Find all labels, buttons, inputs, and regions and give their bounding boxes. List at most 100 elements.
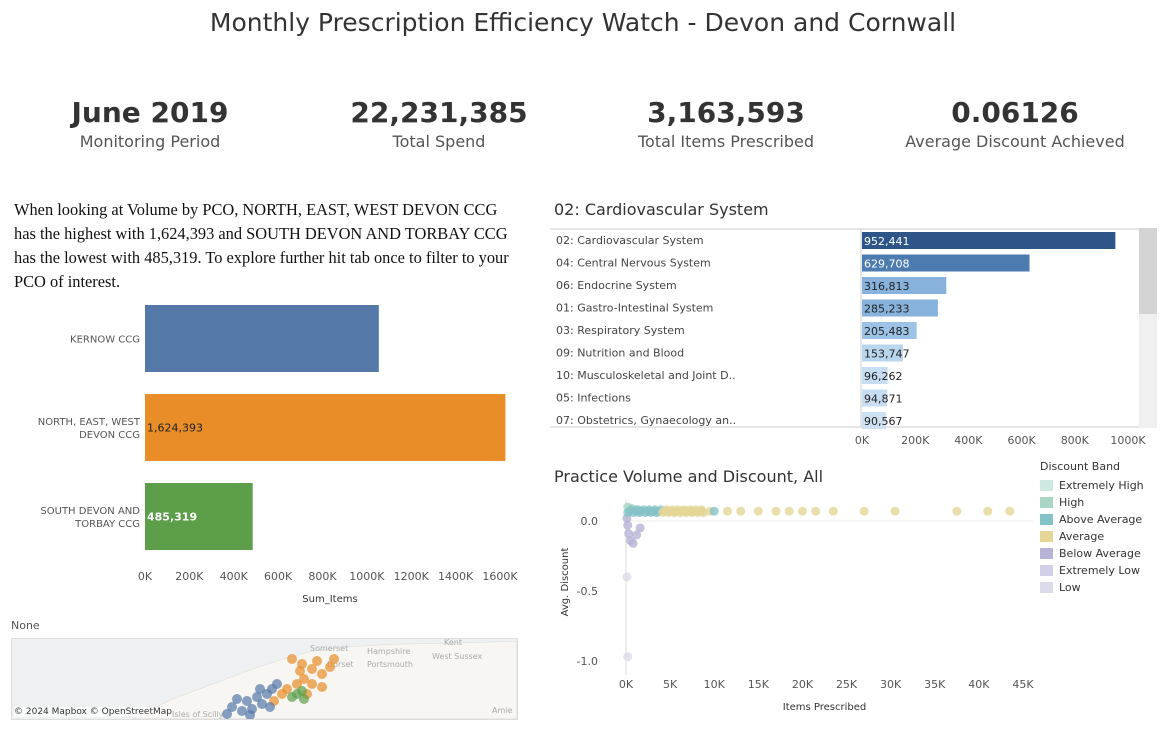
- bnf-bar[interactable]: [862, 412, 887, 429]
- legend-items: Extremely High High Above Average Average Be…: [1040, 477, 1158, 596]
- scatter-point[interactable]: [623, 520, 633, 530]
- legend-item[interactable]: Below Average: [1040, 545, 1158, 562]
- bnf-bar[interactable]: [862, 322, 917, 339]
- map-practice-point[interactable]: [317, 669, 327, 679]
- map-practice-point[interactable]: [299, 674, 309, 684]
- pco-x-tick: 400K: [220, 570, 249, 583]
- scatter-point[interactable]: [736, 506, 746, 516]
- pco-x-tick: 600K: [264, 570, 293, 583]
- map-practice-point[interactable]: [307, 679, 317, 689]
- bnf-chapter-chart[interactable]: 02: Cardiovascular System 952,441 04: Cent…: [550, 228, 1160, 453]
- legend-item[interactable]: Above Average: [1040, 511, 1158, 528]
- map-practice-point[interactable]: [277, 689, 287, 699]
- legend-label: Above Average: [1059, 513, 1143, 526]
- scatter-point[interactable]: [983, 506, 993, 516]
- region-map[interactable]: Somerset Hampshire Dorset Portsmouth West Su…: [11, 638, 518, 720]
- legend-label: High: [1059, 496, 1085, 509]
- kpi-value: 0.06126: [951, 96, 1079, 129]
- kpi-monitoring-period: June 2019 Monitoring Period: [25, 96, 275, 154]
- map-practice-point[interactable]: [242, 696, 252, 706]
- scatter-point[interactable]: [771, 506, 781, 516]
- legend-item[interactable]: Low: [1040, 579, 1158, 596]
- map-practice-point[interactable]: [297, 686, 307, 696]
- scatter-point[interactable]: [628, 538, 638, 548]
- map-practice-point[interactable]: [227, 702, 237, 712]
- legend-item[interactable]: Average: [1040, 528, 1158, 545]
- bnf-bar[interactable]: [862, 389, 888, 407]
- scatter-point[interactable]: [797, 506, 807, 516]
- map-place-label: Isles of Scilly: [172, 710, 224, 719]
- legend-swatch: [1040, 565, 1053, 576]
- scatter-point[interactable]: [952, 506, 962, 516]
- map-practice-point[interactable]: [265, 702, 275, 712]
- map-practice-point[interactable]: [222, 709, 232, 719]
- map-practice-point[interactable]: [295, 666, 305, 676]
- scatter-x-tick: 10K: [704, 678, 726, 691]
- scatter-point[interactable]: [753, 506, 763, 516]
- map-practice-point[interactable]: [325, 662, 335, 672]
- map-canvas[interactable]: Somerset Hampshire Dorset Portsmouth West Su…: [12, 639, 517, 719]
- map-practice-point[interactable]: [245, 710, 255, 719]
- practice-scatter-chart[interactable]: 0.0 -0.5 -1.0 0K 5K 10K 15K 20K 25K 30K 35K 40K 45K I…: [550, 490, 1035, 720]
- map-practice-point[interactable]: [237, 706, 247, 716]
- scatter-point[interactable]: [828, 506, 838, 516]
- kpi-label: Total Spend: [392, 132, 486, 151]
- map-practice-point[interactable]: [257, 699, 267, 709]
- pco-bar[interactable]: [145, 394, 506, 461]
- scatter-point[interactable]: [623, 652, 633, 662]
- pco-bar[interactable]: [145, 305, 379, 372]
- bnf-data-label: 94,871: [864, 393, 903, 406]
- legend-item[interactable]: Extremely Low: [1040, 562, 1158, 579]
- scatter-point[interactable]: [811, 506, 821, 516]
- bnf-bar[interactable]: [862, 299, 938, 317]
- scatter-point[interactable]: [890, 506, 900, 516]
- scatter-point[interactable]: [722, 506, 732, 516]
- map-practice-point[interactable]: [272, 679, 282, 689]
- scatter-point[interactable]: [622, 572, 632, 582]
- bnf-x-tick: 400K: [954, 434, 983, 447]
- map-practice-point[interactable]: [299, 694, 309, 704]
- scatter-x-tick: 15K: [748, 678, 770, 691]
- bnf-bar[interactable]: [862, 344, 903, 362]
- map-practice-point[interactable]: [287, 654, 297, 664]
- bnf-bar[interactable]: [862, 367, 888, 384]
- bnf-x-tick: 800K: [1061, 434, 1090, 447]
- scatter-point[interactable]: [635, 523, 645, 533]
- bnf-bar[interactable]: [862, 232, 1116, 249]
- bnf-category-label: 09: Nutrition and Blood: [556, 347, 684, 360]
- scatter-point[interactable]: [709, 506, 719, 516]
- legend-item[interactable]: High: [1040, 494, 1158, 511]
- bnf-scrollbar-thumb[interactable]: [1139, 228, 1157, 314]
- map-practice-point[interactable]: [252, 692, 262, 702]
- legend-item[interactable]: Extremely High: [1040, 477, 1158, 494]
- scatter-point[interactable]: [632, 530, 642, 540]
- scatter-point[interactable]: [784, 506, 794, 516]
- map-place-label: Somerset: [310, 644, 348, 653]
- bnf-bar[interactable]: [862, 254, 1030, 272]
- map-practice-point[interactable]: [317, 682, 327, 692]
- map-practice-point[interactable]: [232, 694, 242, 704]
- bnf-category-label: 03: Respiratory System: [556, 324, 685, 337]
- map-practice-point[interactable]: [329, 654, 339, 664]
- bnf-data-label: 205,483: [864, 325, 910, 338]
- map-practice-point[interactable]: [312, 656, 322, 666]
- bnf-bar[interactable]: [862, 277, 947, 294]
- scatter-point[interactable]: [1005, 506, 1015, 516]
- scatter-point[interactable]: [859, 506, 869, 516]
- map-practice-point[interactable]: [255, 684, 265, 694]
- legend-label: Extremely High: [1059, 479, 1144, 492]
- discount-band-legend[interactable]: Discount Band Extremely High High Above Av…: [1040, 460, 1158, 596]
- pco-bar[interactable]: [145, 483, 253, 550]
- scatter-point[interactable]: [698, 508, 708, 518]
- pco-volume-chart[interactable]: KERNOW CCG NORTH, EAST, WEST DEVON CCG 1,62…: [0, 295, 530, 610]
- bnf-category-label: 01: Gastro-Intestinal System: [556, 302, 713, 315]
- scatter-point[interactable]: [624, 529, 634, 539]
- bnf-category-label: 07: Obstetrics, Gynaecology an..: [556, 414, 736, 427]
- map-place-label: Hampshire: [367, 647, 410, 656]
- bnf-chart-title: 02: Cardiovascular System: [554, 200, 769, 219]
- bnf-data-label: 285,233: [864, 303, 910, 316]
- map-practice-point[interactable]: [307, 664, 317, 674]
- map-practice-point[interactable]: [292, 679, 302, 689]
- bnf-data-label: 629,708: [864, 258, 910, 271]
- map-practice-point[interactable]: [287, 692, 297, 702]
